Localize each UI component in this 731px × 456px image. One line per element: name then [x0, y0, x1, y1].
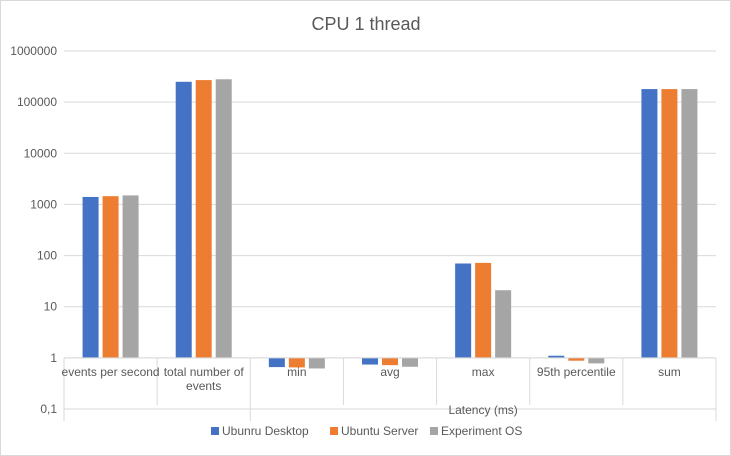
legend: Ubunru Desktop Ubuntu Server Experiment OS	[211, 424, 522, 438]
bar	[382, 357, 398, 366]
bar	[495, 290, 512, 358]
y-tick-label: 10	[44, 300, 58, 314]
bar	[308, 357, 325, 369]
group-label: Latency (ms)	[448, 403, 517, 417]
bar	[268, 357, 285, 368]
y-tick-label: 1000000	[10, 44, 57, 58]
bar	[568, 357, 585, 361]
category-label: avg	[380, 365, 399, 379]
y-tick-label: 0,1	[40, 402, 57, 416]
legend-label: Ubunru Desktop	[222, 424, 309, 438]
gridlines	[64, 50, 716, 410]
category-label: 95th percentile	[537, 365, 616, 379]
bar	[215, 79, 232, 358]
category-label: max	[472, 365, 495, 379]
bar	[195, 80, 212, 358]
y-tick-label: 100000	[17, 95, 57, 109]
legend-label: Experiment OS	[441, 424, 522, 438]
bar	[681, 89, 698, 358]
bar	[641, 89, 658, 358]
chart-title: CPU 1 thread	[311, 14, 420, 34]
axes: 0,1 1 10 100 1000 10000 100000 1000000 events pe…	[10, 44, 717, 421]
legend-swatch	[330, 427, 338, 435]
bar	[122, 195, 139, 358]
bar	[288, 357, 305, 368]
bar	[661, 89, 678, 358]
legend-swatch	[211, 427, 219, 435]
category-label: sum	[658, 365, 681, 379]
bar	[548, 355, 565, 358]
bar	[82, 196, 99, 358]
bar	[362, 357, 378, 365]
bar	[175, 81, 192, 358]
bar	[475, 262, 492, 358]
bar	[402, 357, 418, 367]
y-tick-label: 100	[37, 249, 57, 263]
category-label: total number of	[164, 365, 245, 379]
bars	[82, 79, 698, 369]
bar	[588, 357, 605, 364]
y-tick-label: 10000	[24, 146, 58, 160]
y-tick-label: 1	[50, 351, 57, 365]
bar	[455, 263, 472, 358]
legend-swatch	[430, 427, 438, 435]
category-label: min	[287, 365, 306, 379]
y-tick-label: 1000	[30, 197, 57, 211]
category-label: events per second	[62, 365, 160, 379]
legend-label: Ubuntu Server	[341, 424, 418, 438]
category-label: events	[186, 379, 221, 393]
bar	[102, 196, 119, 358]
